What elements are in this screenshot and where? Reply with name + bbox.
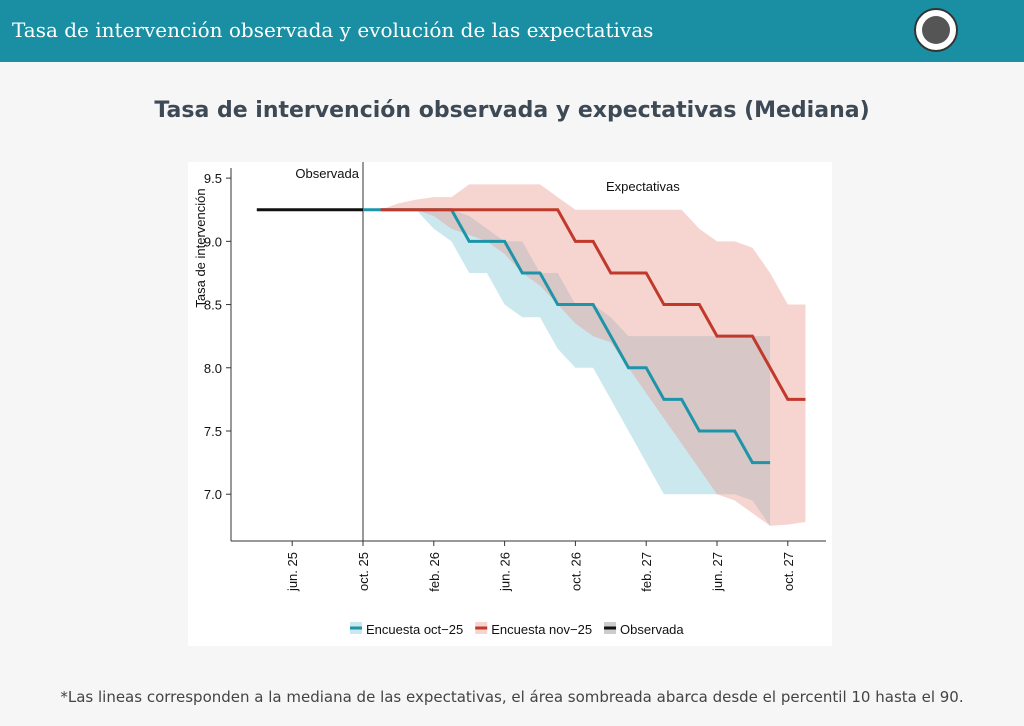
x-tick-label: feb. 27 xyxy=(639,552,654,592)
y-tick-label: 7.0 xyxy=(204,487,222,502)
y-tick-label: 9.0 xyxy=(204,234,222,249)
band xyxy=(363,209,771,526)
header-bar: Tasa de intervención observada y evoluci… xyxy=(0,0,1024,62)
y-tick-label: 7.5 xyxy=(204,424,222,439)
x-tick-label: jun. 26 xyxy=(498,552,513,592)
logo xyxy=(914,8,958,52)
x-tick-label: jun. 27 xyxy=(710,552,725,592)
legend-label: Encuesta nov−25 xyxy=(491,622,592,637)
y-tick-label: 8.0 xyxy=(204,361,222,376)
chart-title: Tasa de intervención observada y expecta… xyxy=(154,98,870,123)
band xyxy=(380,184,806,526)
legend-label: Observada xyxy=(620,622,684,637)
x-tick-label: oct. 27 xyxy=(781,552,796,591)
y-axis-label: Tasa de intervención xyxy=(193,188,208,307)
footnote: *Las lineas corresponden a la mediana de… xyxy=(60,688,964,706)
y-tick-label: 8.5 xyxy=(204,298,222,313)
annotation: Observada xyxy=(295,166,359,181)
series-line xyxy=(380,208,806,401)
chart-panel xyxy=(188,162,832,646)
x-tick-label: oct. 25 xyxy=(356,552,371,591)
annotation: Expectativas xyxy=(606,179,680,194)
x-tick-label: feb. 26 xyxy=(427,552,442,592)
x-tick-label: oct. 26 xyxy=(568,552,583,591)
legend-label: Encuesta oct−25 xyxy=(366,622,463,637)
header-title: Tasa de intervención observada y evoluci… xyxy=(12,18,654,42)
x-tick-label: jun. 25 xyxy=(285,552,300,592)
y-tick-label: 9.5 xyxy=(204,171,222,186)
